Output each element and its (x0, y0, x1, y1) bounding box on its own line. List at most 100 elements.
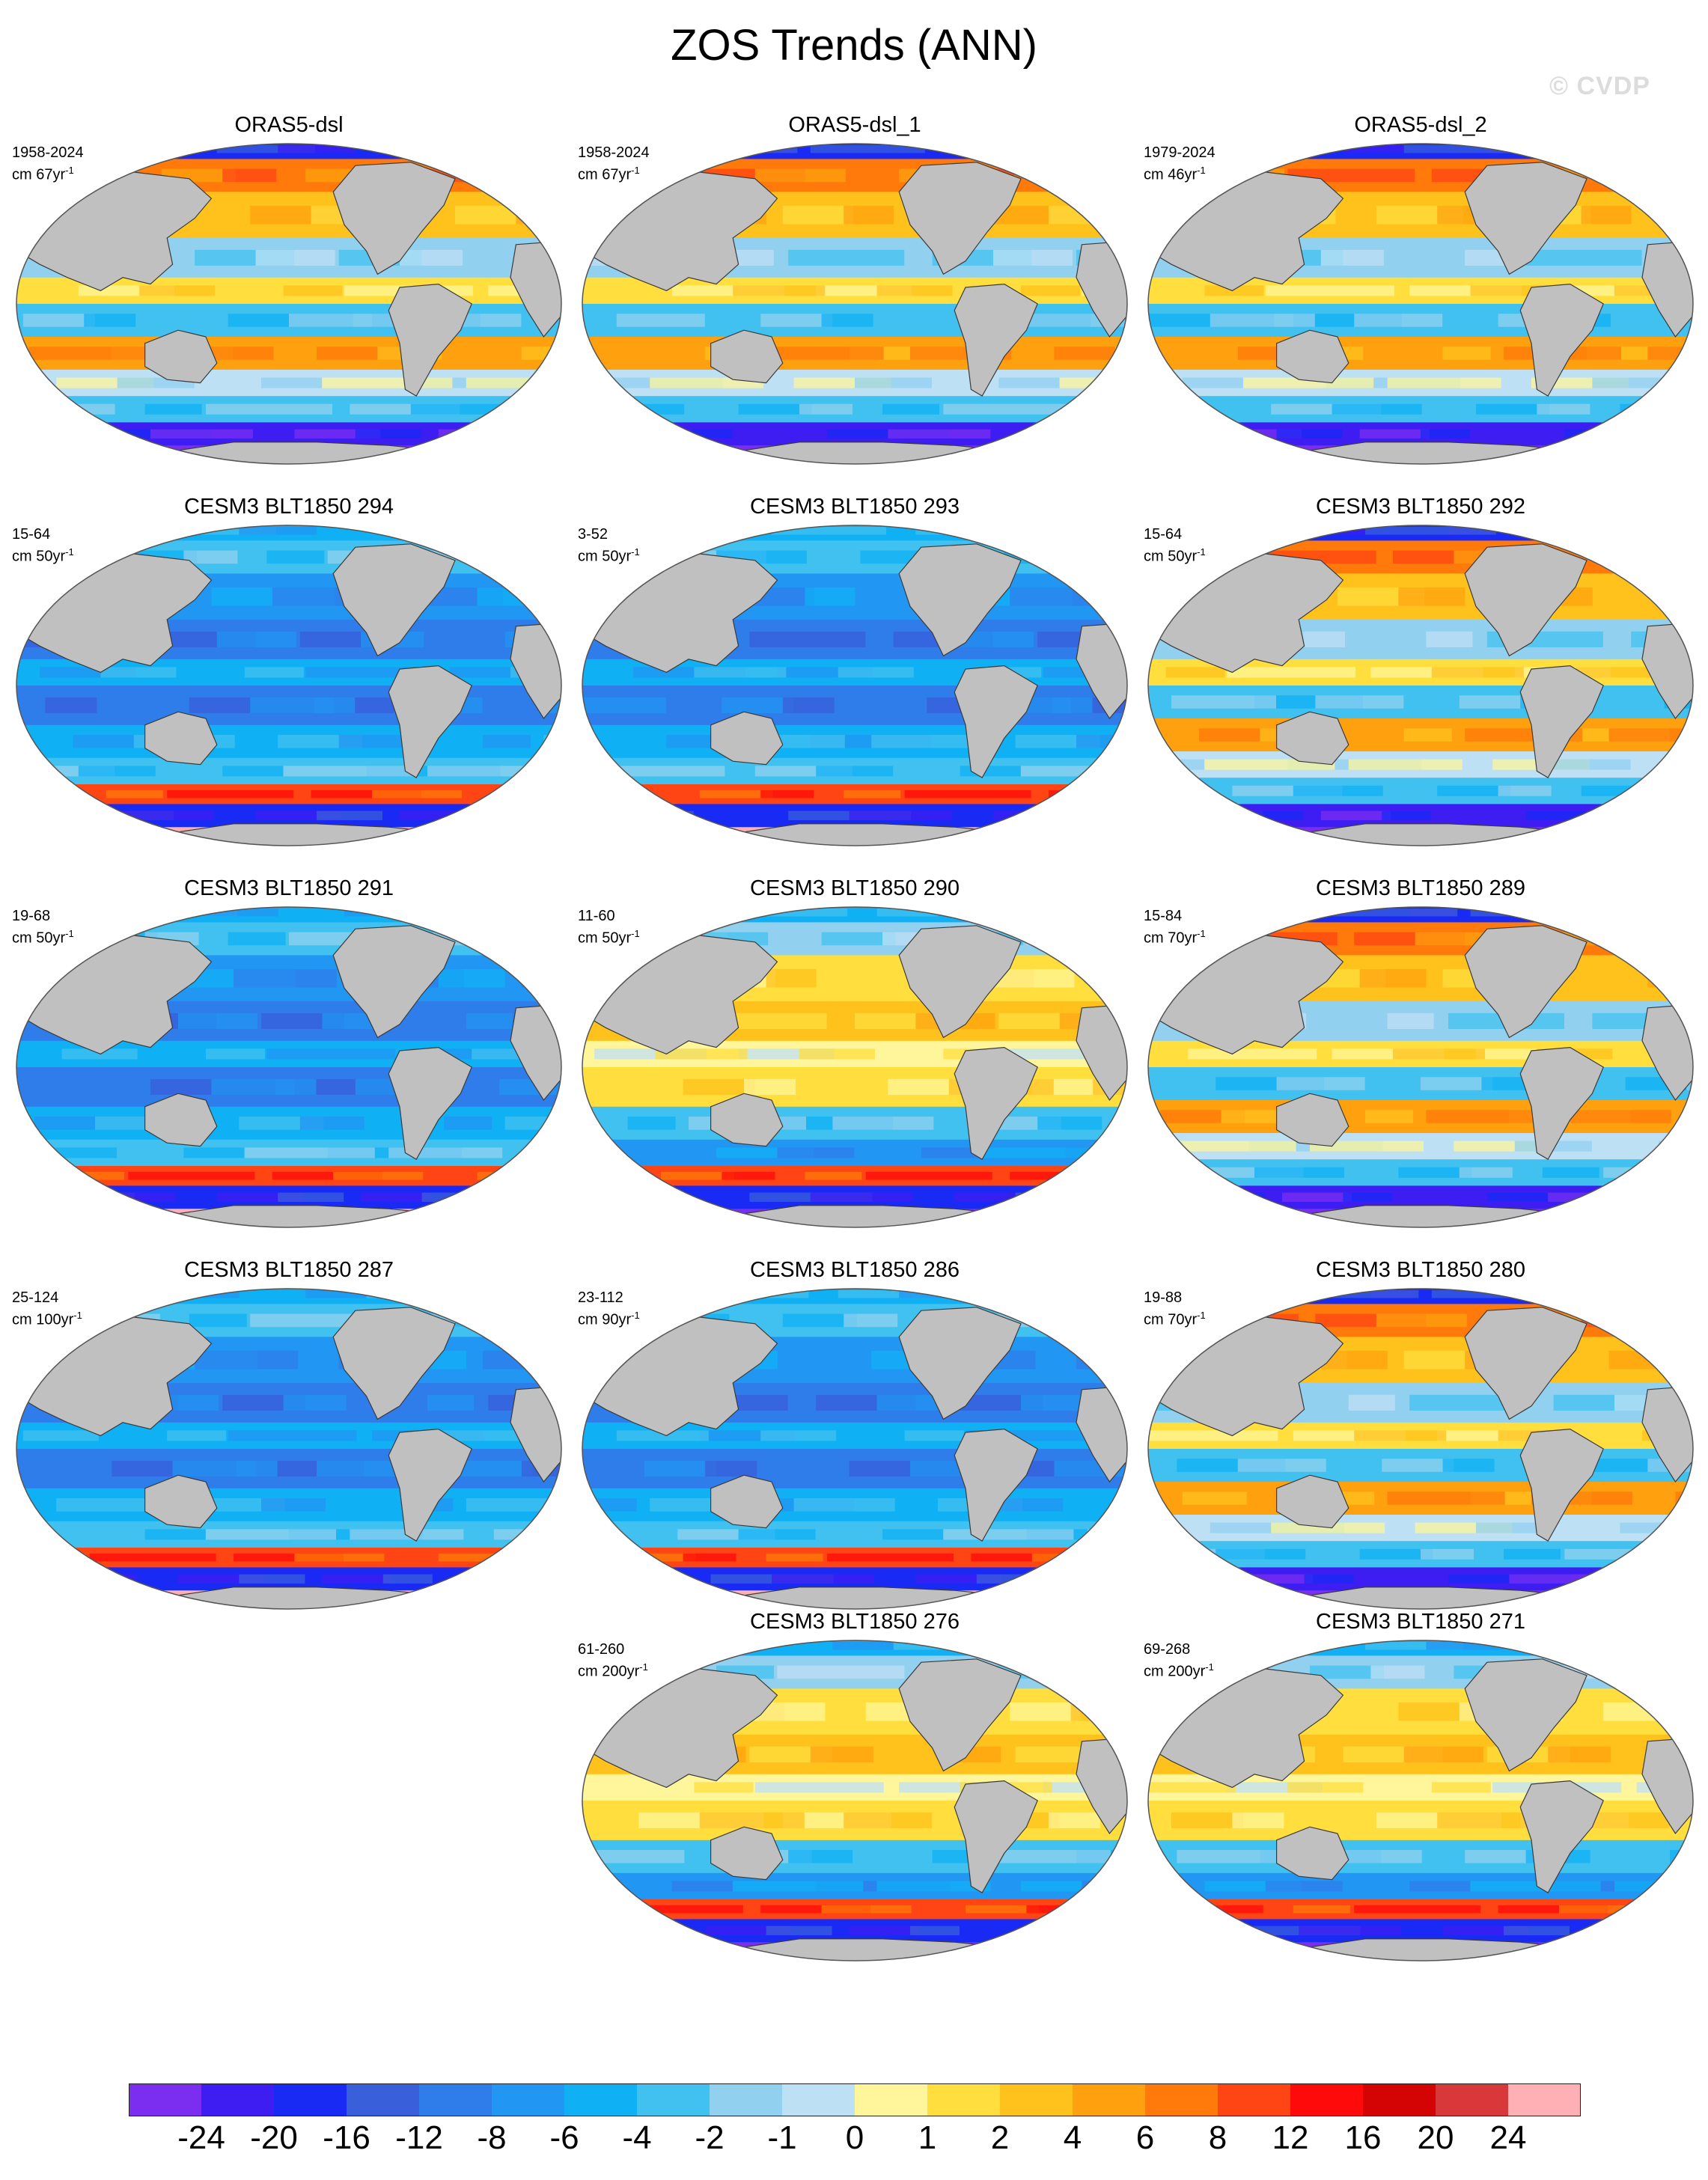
colorbar-swatch (710, 2083, 783, 2116)
map-panel: CESM3 BLT1850 293 3-52 cm 50yr-1 (578, 494, 1132, 861)
trend-map (1147, 906, 1694, 1228)
colorbar-tick-label: 16 (1344, 2119, 1382, 2156)
trend-map (1147, 1640, 1694, 1961)
trend-map (1147, 525, 1694, 846)
colorbar-tick-label: -24 (177, 2119, 225, 2156)
units-exponent: -1 (73, 1310, 82, 1321)
panel-years: 11-60 (578, 908, 615, 924)
colorbar-swatch (1508, 2083, 1581, 2116)
colorbar-tick-label: 2 (990, 2119, 1010, 2156)
ocean-field (1148, 144, 1693, 464)
panel-years: 69-268 (1144, 1641, 1191, 1658)
panel-units: cm 50yr-1 (12, 925, 74, 947)
colorbar-swatch (419, 2083, 492, 2116)
units-text: cm 67yr (578, 166, 632, 183)
units-text: cm 100yr (12, 1311, 74, 1328)
trend-map (582, 906, 1128, 1228)
colorbar-swatch (927, 2083, 1001, 2116)
trend-map (16, 143, 562, 465)
map-panel: ORAS5-dsl_2 1979-2024 cm 46yr-1 (1144, 112, 1698, 479)
panel-units: cm 200yr-1 (578, 1658, 648, 1681)
panel-years: 19-88 (1144, 1289, 1183, 1306)
units-text: cm 50yr (12, 548, 66, 565)
colorbar-tick-label: -20 (250, 2119, 298, 2156)
ocean-field (1148, 525, 1693, 846)
colorbar-swatch (492, 2083, 565, 2116)
panel-units: cm 50yr-1 (12, 543, 74, 566)
units-text: cm 90yr (578, 1311, 632, 1328)
units-exponent: -1 (65, 928, 74, 939)
colorbar-swatch (347, 2083, 420, 2116)
ocean-field (16, 1289, 561, 1609)
panel-years: 61-260 (578, 1641, 625, 1658)
colorbar-swatch (129, 2083, 202, 2116)
panel-units: cm 70yr-1 (1144, 1307, 1206, 1329)
panel-units: cm 70yr-1 (1144, 925, 1206, 947)
units-exponent: -1 (1197, 1310, 1206, 1321)
colorbar-swatch (1000, 2083, 1073, 2116)
panel-years: 15-64 (1144, 526, 1183, 543)
panel-units: cm 46yr-1 (1144, 162, 1206, 184)
panel-title: CESM3 BLT1850 287 (184, 1258, 394, 1282)
map-panel: CESM3 BLT1850 280 19-88 cm 70yr-1 (1144, 1257, 1698, 1624)
units-text: cm 70yr (1144, 929, 1198, 947)
units-text: cm 70yr (1144, 1311, 1198, 1328)
units-text: cm 50yr (578, 929, 632, 947)
panel-units: cm 67yr-1 (578, 162, 640, 184)
units-exponent: -1 (631, 165, 640, 176)
colorbar-tick-label: 24 (1489, 2119, 1527, 2156)
units-text: cm 50yr (12, 929, 66, 947)
units-exponent: -1 (1197, 165, 1206, 176)
panel-title: CESM3 BLT1850 293 (750, 495, 960, 519)
colorbar-swatch (855, 2083, 928, 2116)
units-exponent: -1 (639, 1661, 648, 1673)
colorbar-tick-label: 0 (845, 2119, 864, 2156)
trend-map (582, 1640, 1128, 1961)
units-text: cm 200yr (578, 1663, 640, 1680)
units-text: cm 50yr (578, 548, 632, 565)
colorbar-tick-label: -8 (477, 2119, 507, 2156)
map-panel: CESM3 BLT1850 294 15-64 cm 50yr-1 (12, 494, 566, 861)
panel-units: cm 200yr-1 (1144, 1658, 1214, 1681)
trend-map (16, 906, 562, 1228)
panel-title: CESM3 BLT1850 290 (750, 876, 960, 900)
colorbar-tick-label: -2 (695, 2119, 725, 2156)
panel-units: cm 50yr-1 (1144, 543, 1206, 566)
colorbar-tick-label: -4 (622, 2119, 652, 2156)
colorbar-tick-label: 1 (918, 2119, 937, 2156)
trend-map (582, 143, 1128, 465)
units-exponent: -1 (1205, 1661, 1214, 1673)
panel-years: 1958-2024 (578, 144, 650, 161)
colorbar (129, 2083, 1581, 2116)
panel-years: 25-124 (12, 1289, 59, 1306)
map-panel: CESM3 BLT1850 276 61-260 cm 200yr-1 (578, 1609, 1132, 1976)
panel-title: CESM3 BLT1850 294 (184, 495, 394, 519)
ocean-field (582, 1289, 1127, 1609)
ocean-field (582, 1640, 1127, 1961)
colorbar-swatch (1290, 2083, 1364, 2116)
colorbar-swatch (782, 2083, 855, 2116)
units-exponent: -1 (65, 546, 74, 558)
colorbar-tick-label: -16 (323, 2119, 370, 2156)
trend-map (582, 525, 1128, 846)
colorbar-swatch (1073, 2083, 1146, 2116)
trend-map (16, 525, 562, 846)
map-panel: CESM3 BLT1850 290 11-60 cm 50yr-1 (578, 876, 1132, 1242)
panel-years: 15-84 (1144, 908, 1183, 924)
panel-title: CESM3 BLT1850 292 (1316, 495, 1525, 519)
map-panel: ORAS5-dsl 1958-2024 cm 67yr-1 (12, 112, 566, 479)
units-text: cm 67yr (12, 166, 66, 183)
figure-title: ZOS Trends (ANN) (671, 21, 1037, 70)
colorbar-tick-label: -12 (395, 2119, 443, 2156)
colorbar-swatch (1436, 2083, 1509, 2116)
colorbar-swatch (1218, 2083, 1291, 2116)
panel-years: 23-112 (578, 1289, 623, 1306)
units-text: cm 46yr (1144, 166, 1198, 183)
ocean-field (1148, 1640, 1693, 1961)
panel-title: CESM3 BLT1850 271 (1316, 1610, 1525, 1634)
panel-units: cm 50yr-1 (578, 543, 640, 566)
ocean-field (582, 907, 1127, 1227)
units-exponent: -1 (1197, 928, 1206, 939)
units-exponent: -1 (631, 1310, 640, 1321)
colorbar-swatch (1363, 2083, 1436, 2116)
